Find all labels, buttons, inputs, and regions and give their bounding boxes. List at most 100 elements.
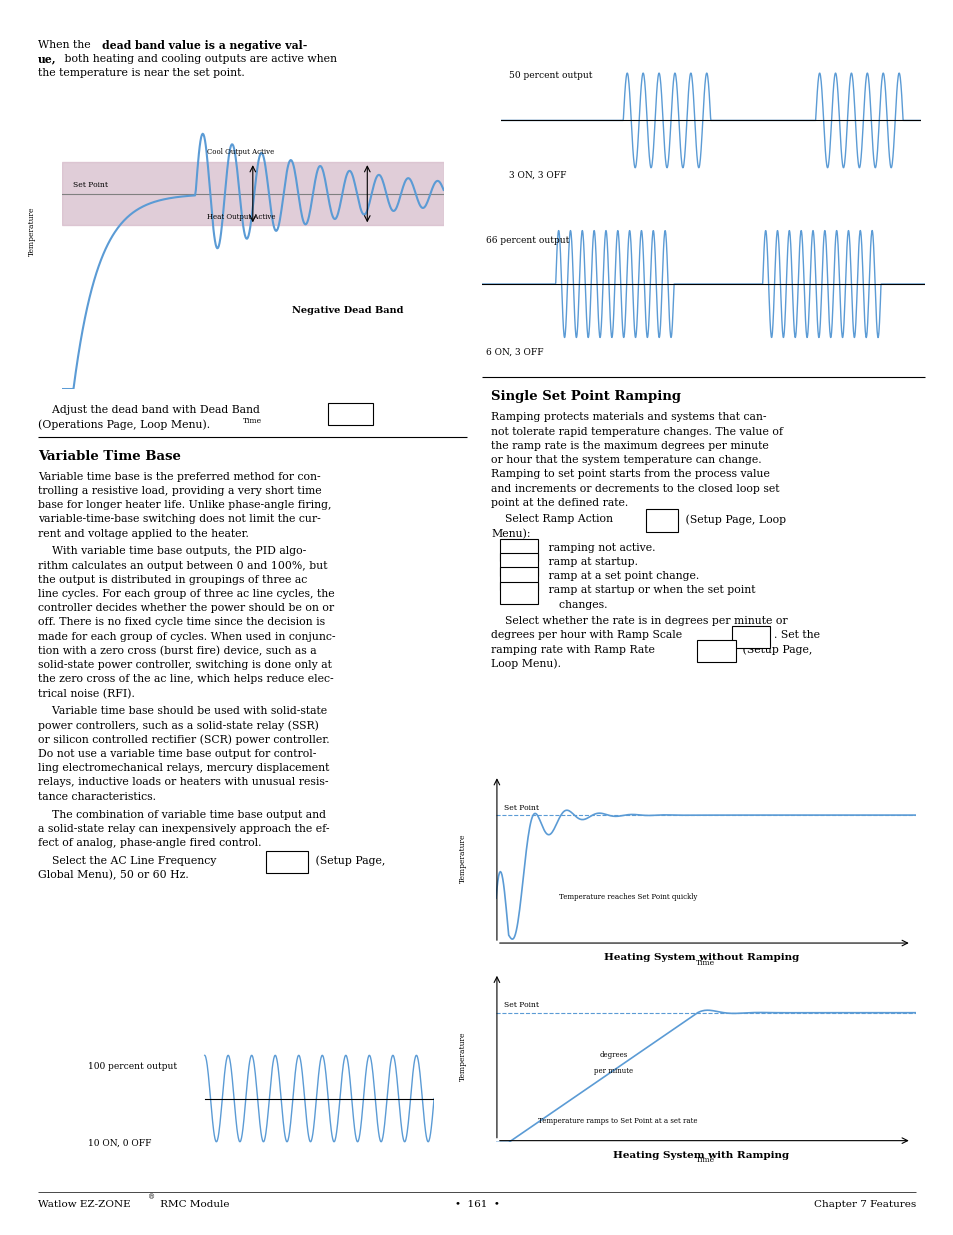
Text: Global Menu), 50 or 60 Hz.: Global Menu), 50 or 60 Hz. bbox=[38, 869, 189, 881]
Text: 3 ON, 3 OFF: 3 ON, 3 OFF bbox=[509, 172, 566, 180]
Text: (Setup Page, Loop: (Setup Page, Loop bbox=[681, 514, 785, 525]
Text: Ramping to set point starts from the process value: Ramping to set point starts from the pro… bbox=[491, 469, 769, 479]
Text: ling electromechanical relays, mercury displacement: ling electromechanical relays, mercury d… bbox=[38, 763, 329, 773]
Text: Heating System with Ramping: Heating System with Ramping bbox=[613, 1151, 788, 1160]
Text: degrees per hour with Ramp Scale: degrees per hour with Ramp Scale bbox=[491, 630, 685, 641]
Text: RMC Module: RMC Module bbox=[157, 1200, 230, 1209]
Text: ramp at a set point change.: ramp at a set point change. bbox=[544, 571, 699, 582]
Text: Temperature ramps to Set Point at a set rate: Temperature ramps to Set Point at a set … bbox=[537, 1118, 697, 1125]
Text: the temperature is near the set point.: the temperature is near the set point. bbox=[38, 68, 245, 78]
Text: ue,: ue, bbox=[38, 54, 56, 64]
Text: 66 percent output: 66 percent output bbox=[486, 236, 569, 245]
Text: Variable time base is the preferred method for con-: Variable time base is the preferred meth… bbox=[38, 472, 320, 482]
Text: relays, inductive loads or heaters with unusual resis-: relays, inductive loads or heaters with … bbox=[38, 777, 329, 788]
Text: Temperature: Temperature bbox=[28, 206, 35, 257]
Text: 100 percent output: 100 percent output bbox=[88, 1062, 177, 1071]
Text: Single Set Point Ramping: Single Set Point Ramping bbox=[491, 390, 680, 404]
Text: trolling a resistive load, providing a very short time: trolling a resistive load, providing a v… bbox=[38, 485, 321, 496]
FancyBboxPatch shape bbox=[328, 403, 373, 425]
Text: Chapter 7 Features: Chapter 7 Features bbox=[813, 1200, 915, 1209]
Text: 6 ON, 3 OFF: 6 ON, 3 OFF bbox=[486, 347, 543, 357]
Text: Watlow EZ-ZONE: Watlow EZ-ZONE bbox=[38, 1200, 131, 1209]
Text: Set Point: Set Point bbox=[504, 1002, 538, 1009]
Text: Loop Menu).: Loop Menu). bbox=[491, 658, 560, 669]
Text: With variable time base outputs, the PID algo-: With variable time base outputs, the PID… bbox=[38, 546, 306, 557]
Text: Ramping protects materials and systems that can-: Ramping protects materials and systems t… bbox=[491, 412, 766, 422]
Text: dead band value is a negative val-: dead band value is a negative val- bbox=[102, 40, 307, 51]
Text: Do not use a variable time base output for control-: Do not use a variable time base output f… bbox=[38, 748, 316, 760]
Text: power controllers, such as a solid-state relay (SSR): power controllers, such as a solid-state… bbox=[38, 720, 318, 731]
Text: 50 percent output: 50 percent output bbox=[509, 70, 592, 80]
Text: both heating and cooling outputs are active when: both heating and cooling outputs are act… bbox=[61, 54, 336, 64]
Text: (Setup Page,: (Setup Page, bbox=[739, 645, 812, 656]
Text: r.SC: r.SC bbox=[740, 631, 760, 640]
Text: ramp at startup.: ramp at startup. bbox=[544, 557, 637, 567]
Text: Heating System without Ramping: Heating System without Ramping bbox=[603, 953, 798, 962]
FancyBboxPatch shape bbox=[697, 640, 735, 662]
Text: changes.: changes. bbox=[544, 599, 607, 610]
Text: db: db bbox=[342, 408, 357, 417]
Text: trical noise (RFI).: trical noise (RFI). bbox=[38, 688, 135, 699]
Text: not tolerate rapid temperature changes. The value of: not tolerate rapid temperature changes. … bbox=[491, 426, 782, 437]
FancyBboxPatch shape bbox=[645, 509, 678, 531]
Text: ramp at startup or when the set point: ramp at startup or when the set point bbox=[544, 585, 755, 595]
Text: variable-time-base switching does not limit the cur-: variable-time-base switching does not li… bbox=[38, 514, 320, 525]
Text: line cycles. For each group of three ac line cycles, the: line cycles. For each group of three ac … bbox=[38, 589, 335, 599]
Text: Select the AC Line Frequency: Select the AC Line Frequency bbox=[38, 856, 220, 866]
Text: Heat Output Active: Heat Output Active bbox=[207, 212, 275, 221]
Text: Temperature reaches Set Point quickly: Temperature reaches Set Point quickly bbox=[558, 893, 697, 900]
Text: the ramp rate is the maximum degrees per minute: the ramp rate is the maximum degrees per… bbox=[491, 441, 768, 451]
Text: the output is distributed in groupings of three ac: the output is distributed in groupings o… bbox=[38, 574, 307, 585]
Text: solid-state power controller, switching is done only at: solid-state power controller, switching … bbox=[38, 659, 332, 671]
Text: Set Point: Set Point bbox=[504, 804, 538, 811]
Text: controller decides whether the power should be on or: controller decides whether the power sho… bbox=[38, 603, 334, 614]
Text: degrees: degrees bbox=[598, 1051, 627, 1060]
Text: both: both bbox=[507, 587, 530, 597]
FancyBboxPatch shape bbox=[499, 538, 537, 561]
Text: Menu):: Menu): bbox=[491, 529, 530, 538]
Text: per minute: per minute bbox=[594, 1067, 633, 1074]
Text: point at the defined rate.: point at the defined rate. bbox=[491, 498, 628, 508]
Bar bbox=[62, 162, 443, 225]
Text: r.rE: r.rE bbox=[705, 645, 726, 655]
Text: Select Ramp Action: Select Ramp Action bbox=[491, 514, 617, 525]
Text: Time: Time bbox=[696, 1156, 715, 1165]
Text: tion with a zero cross (burst fire) device, such as a: tion with a zero cross (burst fire) devi… bbox=[38, 646, 316, 656]
Text: Cool Output Active: Cool Output Active bbox=[207, 148, 274, 156]
Text: a solid-state relay can inexpensively approach the ef-: a solid-state relay can inexpensively ap… bbox=[38, 824, 330, 834]
FancyBboxPatch shape bbox=[731, 625, 769, 647]
Text: . Set the: . Set the bbox=[773, 630, 819, 641]
Text: rP: rP bbox=[656, 514, 667, 525]
Text: Set Point: Set Point bbox=[73, 182, 109, 189]
Text: Temperature: Temperature bbox=[458, 1031, 466, 1081]
Text: Variable Time Base: Variable Time Base bbox=[38, 450, 181, 463]
Text: Select whether the rate is in degrees per minute or: Select whether the rate is in degrees pe… bbox=[491, 616, 787, 626]
Text: (Setup Page,: (Setup Page, bbox=[312, 856, 385, 867]
Text: SEPt: SEPt bbox=[507, 572, 530, 583]
FancyBboxPatch shape bbox=[499, 553, 537, 576]
Text: or silicon controlled rectifier (SCR) power controller.: or silicon controlled rectifier (SCR) po… bbox=[38, 735, 330, 746]
Text: ramping not active.: ramping not active. bbox=[544, 542, 655, 553]
Text: ramping rate with Ramp Rate: ramping rate with Ramp Rate bbox=[491, 645, 658, 655]
FancyBboxPatch shape bbox=[266, 851, 308, 873]
Text: the zero cross of the ac line, which helps reduce elec-: the zero cross of the ac line, which hel… bbox=[38, 674, 334, 684]
Text: oFF: oFF bbox=[510, 543, 527, 555]
Text: Temperature: Temperature bbox=[458, 834, 466, 883]
Text: off. There is no fixed cycle time since the decision is: off. There is no fixed cycle time since … bbox=[38, 618, 325, 627]
Text: AC.LF: AC.LF bbox=[274, 856, 300, 866]
Text: base for longer heater life. Unlike phase-angle firing,: base for longer heater life. Unlike phas… bbox=[38, 500, 332, 510]
Text: When the: When the bbox=[38, 40, 94, 49]
Text: rent and voltage applied to the heater.: rent and voltage applied to the heater. bbox=[38, 529, 249, 538]
Text: tance characteristics.: tance characteristics. bbox=[38, 792, 156, 802]
Text: •  161  •: • 161 • bbox=[454, 1200, 499, 1209]
Text: ®: ® bbox=[148, 1193, 154, 1200]
Text: (Operations Page, Loop Menu).: (Operations Page, Loop Menu). bbox=[38, 419, 210, 430]
Text: and increments or decrements to the closed loop set: and increments or decrements to the clos… bbox=[491, 483, 779, 494]
Text: Negative Dead Band: Negative Dead Band bbox=[293, 306, 403, 315]
Text: Time: Time bbox=[243, 417, 262, 425]
Text: Time: Time bbox=[696, 958, 715, 967]
Text: The combination of variable time base output and: The combination of variable time base ou… bbox=[38, 809, 326, 820]
Text: fect of analog, phase-angle fired control.: fect of analog, phase-angle fired contro… bbox=[38, 837, 261, 848]
Text: Variable time base should be used with solid-state: Variable time base should be used with s… bbox=[38, 706, 327, 716]
Text: Adjust the dead band with Dead Band: Adjust the dead band with Dead Band bbox=[38, 405, 260, 415]
